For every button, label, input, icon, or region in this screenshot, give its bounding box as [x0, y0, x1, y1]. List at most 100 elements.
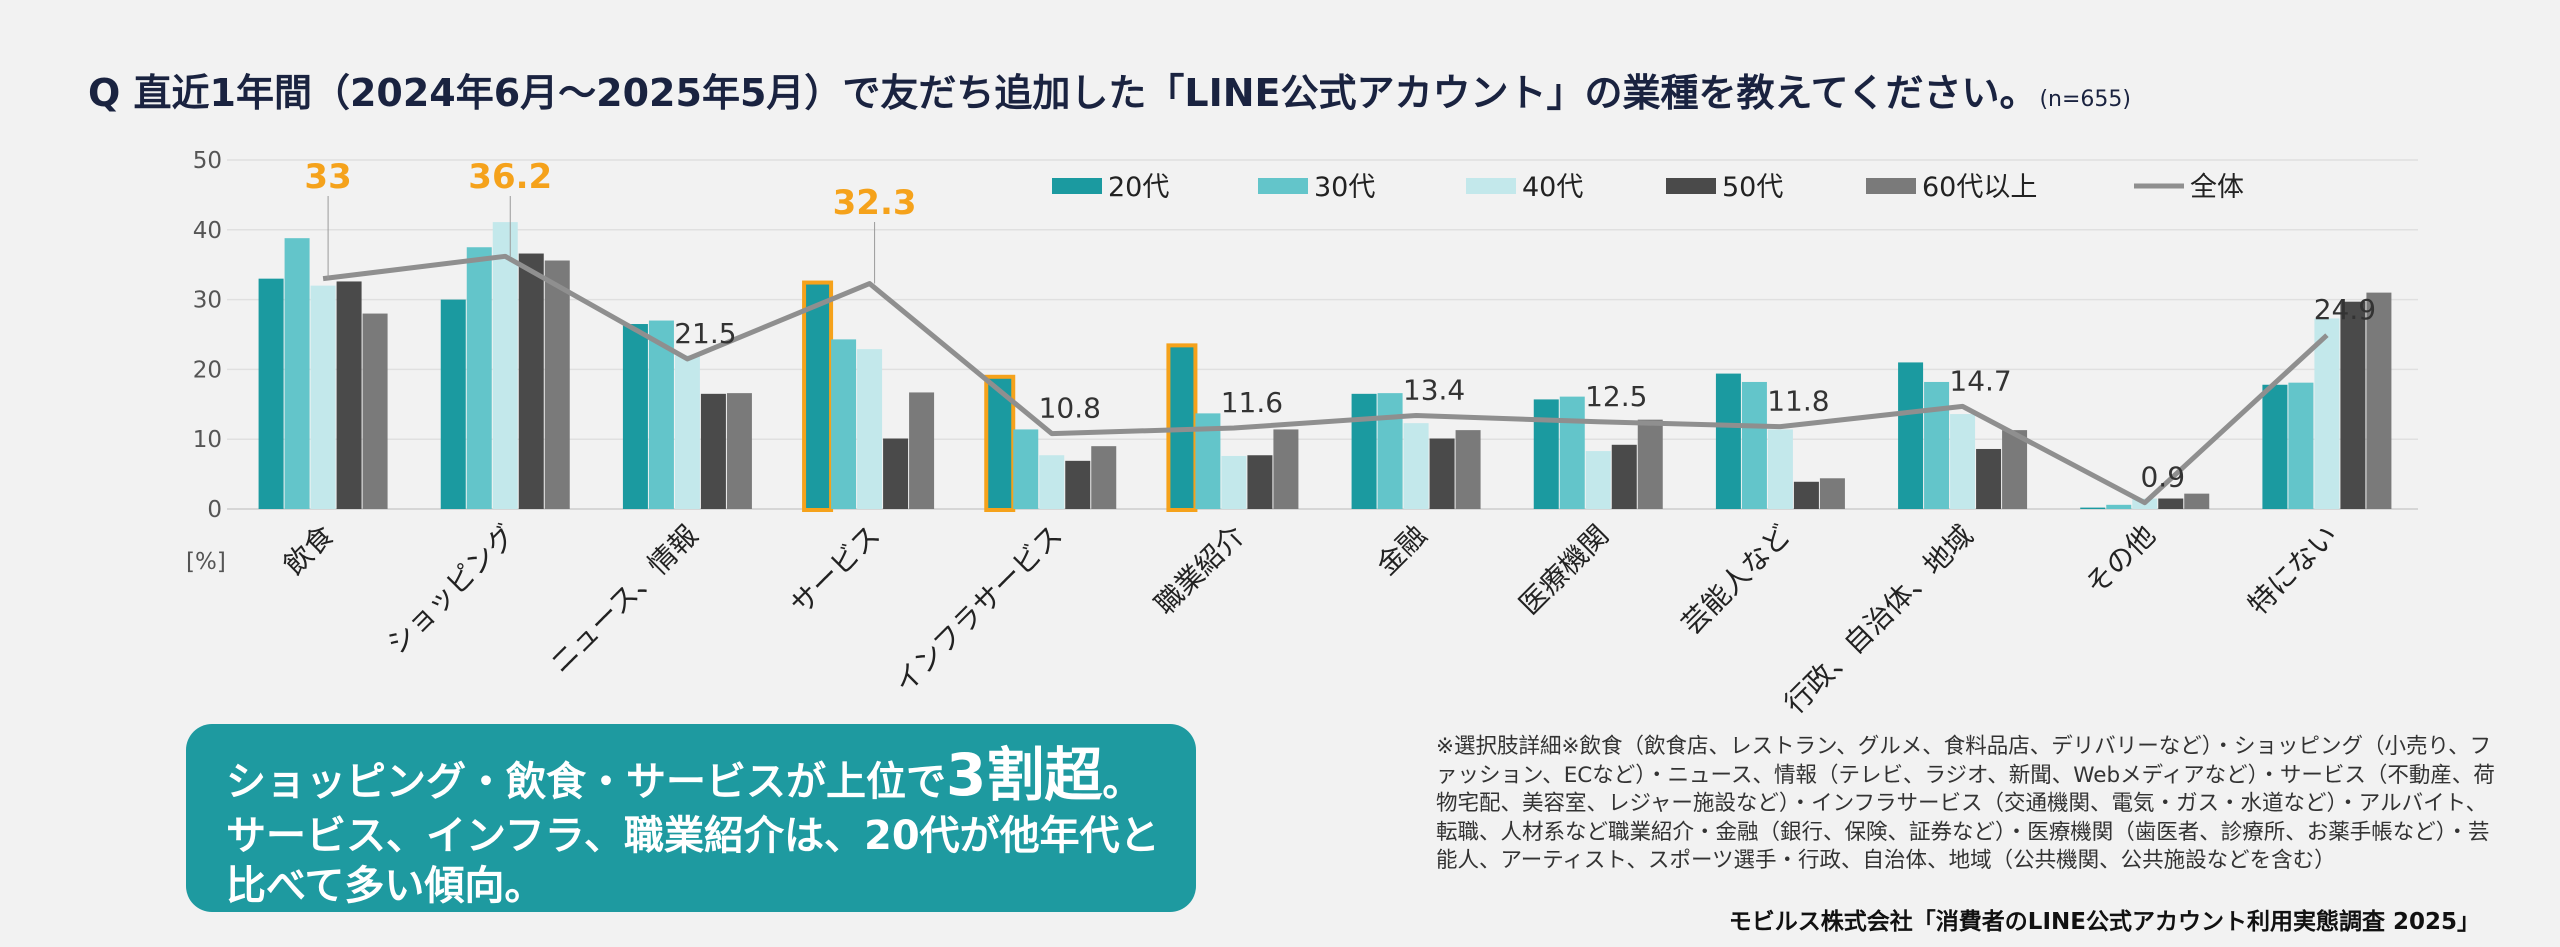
legend-label: 20代 [1108, 172, 1169, 203]
x-tick-label: 職業紹介 [1148, 519, 1251, 622]
bar [909, 392, 935, 509]
y-tick-label: 10 [193, 427, 222, 453]
data-label: 11.6 [1221, 386, 1283, 419]
x-tick-label: その他 [2079, 519, 2162, 602]
bar [2106, 504, 2132, 509]
summary-line2: サービス、インフラ、職業紹介は、20代が他年代と [226, 813, 1160, 859]
y-tick-label: 50 [193, 148, 222, 174]
bar [726, 393, 752, 509]
x-tick-label: 行政、自治体、地域 [1778, 519, 1980, 720]
data-label: 21.5 [674, 317, 736, 350]
y-axis-unit: [%] [186, 549, 226, 575]
bar [1065, 460, 1091, 509]
bar [1637, 419, 1663, 509]
x-tick-label: 金融 [1370, 519, 1433, 582]
bar [1403, 423, 1429, 509]
legend-label: 60代以上 [1922, 172, 2037, 203]
x-tick-label: サービス [784, 519, 887, 622]
bar [466, 247, 492, 509]
bar [336, 281, 362, 509]
summary-line1a: ショッピング・飲食・サービスが上位で [226, 759, 946, 805]
y-tick-label: 40 [193, 218, 222, 244]
bar [2366, 292, 2392, 509]
bar [1221, 455, 1247, 509]
y-tick-label: 0 [207, 497, 222, 523]
sample-size: (n=655) [2039, 87, 2132, 112]
bar [1273, 429, 1299, 509]
bar [1715, 373, 1741, 509]
legend-swatch [1666, 178, 1716, 194]
bar [1247, 455, 1273, 509]
source-credit: モビルス株式会社「消費者のLINE公式アカウント利用実態調査 2025」 [1728, 909, 2480, 935]
data-label: 13.4 [1403, 373, 1465, 406]
bar [2340, 301, 2366, 509]
page-title: Q 直近1年間（2024年6月～2025年5月）で友だち追加した「LINE公式ア… [88, 62, 2131, 117]
bar [310, 285, 336, 509]
bar [1767, 429, 1793, 509]
y-tick-label: 20 [193, 357, 222, 383]
bar [674, 355, 700, 509]
summary-line3: 比べて多い傾向。 [226, 863, 545, 909]
legend-swatch [1258, 178, 1308, 194]
bar [284, 238, 310, 509]
legend-label: 50代 [1722, 172, 1783, 203]
bar [2002, 430, 2028, 509]
bar [2314, 318, 2340, 509]
x-tick-label: ニュース、情報 [543, 519, 704, 680]
data-label: 14.7 [1949, 364, 2011, 397]
legend-label: 全体 [2190, 172, 2244, 203]
bar [1039, 455, 1065, 509]
x-tick-label: 医療機関 [1513, 519, 1616, 622]
bar [440, 299, 466, 509]
bar [1585, 451, 1611, 509]
legend: 20代 30代 40代 50代 60代以上 全体 [1052, 172, 2244, 203]
x-axis: 飲食 ショッピング ニュース、情報 サービス インフラサービス 職業紹介 金融 医療機関 芸能人… [277, 519, 2344, 720]
bar [544, 260, 570, 509]
bar [831, 339, 857, 509]
x-tick-label: インフラサービス [888, 519, 1069, 700]
bar [1819, 478, 1845, 509]
bar [648, 320, 674, 509]
data-label-highlight: 36.2 [468, 157, 552, 197]
bar [2184, 493, 2210, 509]
bar [622, 324, 648, 509]
data-label: 11.8 [1767, 385, 1829, 418]
bar-chart: 0 10 20 30 40 50 [%] 33 36.2 21.5 32.3 10.8 11.6 13.… [186, 148, 2418, 720]
bar [1741, 381, 1767, 509]
data-labels: 33 36.2 21.5 32.3 10.8 11.6 13.4 12.5 11.8 14.7 0.… [304, 157, 2376, 494]
summary-box: ショッピング・飲食・サービスが上位で3割超。 サービス、インフラ、職業紹介は、2… [186, 724, 1196, 912]
bar [1611, 444, 1637, 509]
x-tick-label: 特にない [2241, 519, 2344, 622]
legend-swatch [1466, 178, 1516, 194]
bar [2262, 384, 2288, 509]
y-tick-label: 30 [193, 288, 222, 314]
legend-label: 40代 [1522, 172, 1583, 203]
bars [258, 222, 2392, 512]
bar [362, 313, 388, 509]
data-label: 0.9 [2140, 461, 2185, 494]
y-axis: 0 10 20 30 40 50 [%] [186, 148, 226, 575]
bar [857, 349, 883, 509]
x-tick-label: 芸能人など [1675, 519, 1797, 641]
overall-series-line [322, 253, 2329, 506]
bar [883, 438, 909, 509]
bar [1950, 414, 1976, 509]
data-label: 12.5 [1585, 380, 1647, 413]
bar [1924, 381, 1950, 509]
bar [1377, 393, 1403, 509]
summary-highlight: 3割超 [946, 741, 1103, 809]
bar [1091, 446, 1117, 509]
bar [1793, 481, 1819, 509]
bar [258, 278, 284, 509]
legend-swatch [1052, 178, 1102, 194]
choices-note: ※選択肢詳細※飲食（飲食店、レストラン、グルメ、食料品店、デリバリーなど）・ショ… [1436, 734, 2495, 873]
data-label-highlight: 32.3 [833, 183, 917, 223]
bar [2288, 382, 2314, 509]
bar [1455, 430, 1481, 509]
bar [1429, 438, 1455, 509]
bar [1013, 429, 1039, 509]
question-text: Q 直近1年間（2024年6月～2025年5月）で友だち追加した「LINE公式ア… [88, 71, 2038, 115]
bar [1559, 396, 1585, 509]
bar [2080, 507, 2106, 509]
legend-swatch [1866, 178, 1916, 194]
